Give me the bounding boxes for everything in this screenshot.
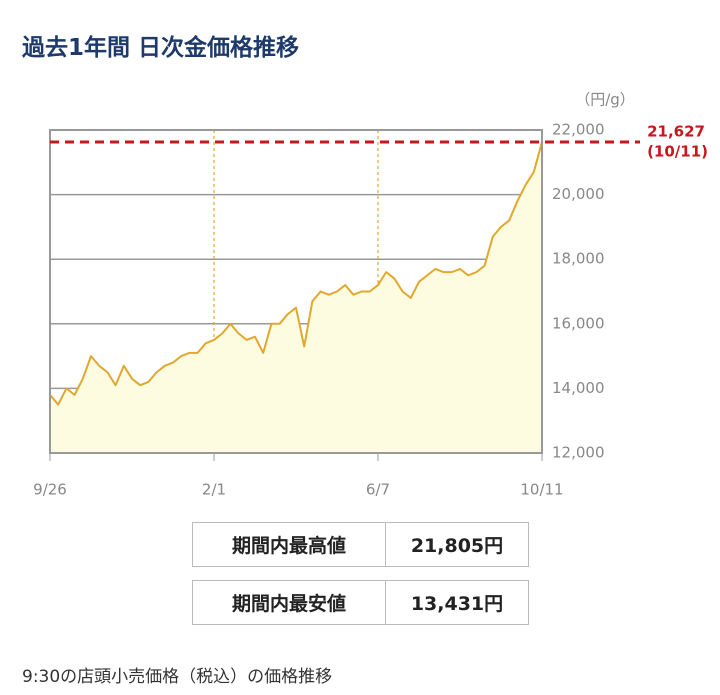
y-tick-label: 16,000 bbox=[552, 314, 605, 332]
plot-border bbox=[49, 129, 543, 454]
reference-label: 21,627 bbox=[647, 123, 705, 141]
summary-key: 期間内最安値 bbox=[192, 580, 386, 625]
footnote: 9:30の店頭小売価格（税込）の価格推移 bbox=[22, 667, 333, 687]
reference-date: (10/11) bbox=[647, 143, 708, 161]
summary-row: 期間内最高値 21,805円 bbox=[192, 522, 529, 567]
summary-row: 期間内最安値 13,431円 bbox=[192, 580, 529, 625]
summary-key: 期間内最高値 bbox=[192, 522, 386, 567]
x-tick-label: 9/26 bbox=[33, 481, 67, 499]
y-tick-label: 18,000 bbox=[552, 250, 605, 268]
chart: （円/g） 9/26 2/1 6/7 10/11 12,000 14,000 16,000 1… bbox=[33, 91, 708, 499]
summary-value: 13,431円 bbox=[386, 580, 529, 625]
y-unit: （円/g） bbox=[575, 91, 635, 109]
y-tick-label: 12,000 bbox=[552, 444, 605, 462]
summary-table: 期間内最高値 21,805円 期間内最安値 13,431円 bbox=[192, 509, 529, 638]
line bbox=[49, 141, 543, 406]
y-tick-label: 14,000 bbox=[552, 379, 605, 397]
x-tick-label: 10/11 bbox=[520, 481, 563, 499]
y-tick-label: 22,000 bbox=[552, 121, 605, 139]
x-tick-label: 6/7 bbox=[366, 481, 390, 499]
x-tick-label: 2/1 bbox=[202, 481, 226, 499]
y-tick-label: 20,000 bbox=[552, 185, 605, 203]
area bbox=[50, 142, 542, 453]
chart-title: 過去1年間 日次金価格推移 bbox=[22, 35, 300, 61]
summary-value: 21,805円 bbox=[386, 522, 529, 567]
